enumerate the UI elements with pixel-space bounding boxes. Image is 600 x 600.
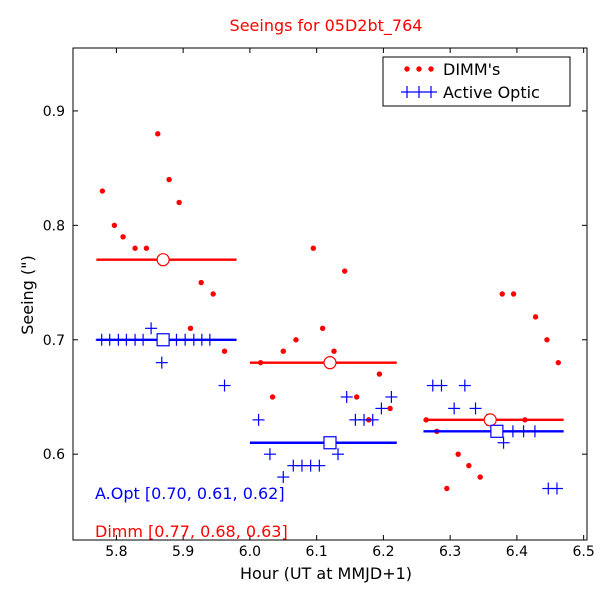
active-optic-point bbox=[145, 322, 158, 335]
plot-frame bbox=[72, 47, 588, 541]
y-tick-label: 0.8 bbox=[43, 218, 65, 234]
legend-active-optic-label: Active Optic bbox=[443, 83, 540, 102]
dimm-s-average-marker bbox=[323, 356, 337, 370]
dimm-s-point bbox=[198, 279, 204, 286]
active-optic-point bbox=[448, 402, 461, 415]
legend: DIMM's Active Optic bbox=[382, 56, 571, 107]
dimm-s-point bbox=[120, 234, 126, 240]
x-tick-label: 6.3 bbox=[439, 544, 461, 560]
dimm-s-point bbox=[99, 188, 106, 194]
y-tick-label: 0.7 bbox=[43, 333, 65, 349]
dimm-s-point bbox=[269, 394, 276, 400]
active-optic-point bbox=[263, 448, 276, 461]
axes-layer: 5.8 5.9 6.0 6.1 6.2 6.3 6.4 6.5 0.6 0.7 0.8 0.9 bbox=[43, 47, 595, 560]
x-tick-label: 6.4 bbox=[506, 544, 528, 560]
dimm-s-point bbox=[176, 199, 182, 206]
dimm-s-point bbox=[155, 131, 161, 137]
active-optic-point bbox=[340, 390, 353, 403]
dimm-annotation: Dimm [0.77, 0.68, 0.63] bbox=[95, 522, 288, 541]
dimm-s-point bbox=[444, 485, 450, 492]
active-optic-point bbox=[550, 482, 563, 495]
y-tick-label: 0.6 bbox=[43, 447, 65, 463]
dimm-s-point bbox=[132, 245, 138, 251]
active-optic-point bbox=[252, 413, 265, 426]
active-optic-point bbox=[385, 390, 398, 403]
active-optic-average-marker bbox=[490, 424, 504, 438]
x-tick-label: 5.9 bbox=[172, 544, 194, 560]
active-optic-point bbox=[366, 413, 379, 426]
active-optic-point bbox=[313, 459, 326, 472]
x-tick-label: 6.5 bbox=[573, 544, 595, 560]
active-optic-average-marker bbox=[156, 333, 170, 347]
dimm-s-point bbox=[354, 394, 360, 400]
dimm-s-point bbox=[319, 325, 326, 332]
x-axis-label: Hour (UT at MMJD+1) bbox=[240, 564, 412, 583]
active-optic-point bbox=[155, 356, 168, 369]
legend-box bbox=[382, 56, 571, 107]
active-optic-point bbox=[277, 471, 290, 484]
active-optic-point bbox=[497, 436, 510, 449]
legend-dimm-marker bbox=[404, 66, 434, 72]
dimm-s-point bbox=[544, 337, 550, 343]
dimm-s-point bbox=[455, 451, 461, 457]
y-tick-label: 0.9 bbox=[43, 104, 65, 120]
plot-data-layer bbox=[95, 131, 564, 495]
dimm-s-point bbox=[111, 222, 118, 229]
dimm-s-point bbox=[499, 291, 505, 297]
active-optic-point bbox=[469, 402, 482, 415]
dimm-s-point bbox=[376, 371, 383, 377]
dimm-s-point bbox=[293, 337, 299, 343]
dimm-s-point bbox=[143, 245, 150, 251]
x-tick-label: 6.2 bbox=[372, 544, 394, 560]
dimm-s-average-marker bbox=[156, 253, 170, 267]
dimm-s-point bbox=[310, 245, 317, 251]
x-tick-label: 6.1 bbox=[306, 544, 328, 560]
active-optic-point bbox=[218, 379, 231, 392]
dimm-s-point bbox=[331, 348, 337, 354]
dimm-s-point bbox=[387, 405, 393, 412]
dimm-s-average-marker bbox=[483, 413, 497, 427]
legend-active-optic-marker bbox=[401, 86, 437, 98]
x-tick-label: 6.0 bbox=[239, 544, 261, 560]
active-optic-point bbox=[458, 379, 471, 392]
active-optic-point bbox=[435, 379, 448, 392]
dimm-s-point bbox=[466, 462, 472, 469]
dimm-s-point bbox=[166, 176, 172, 183]
aopt-annotation: A.Opt [0.70, 0.61, 0.62] bbox=[95, 484, 285, 503]
dimm-s-point bbox=[510, 291, 517, 297]
dimm-s-point bbox=[532, 314, 539, 320]
dimm-s-point bbox=[210, 291, 216, 297]
dimm-s-point bbox=[280, 348, 286, 354]
active-optic-average-marker bbox=[323, 436, 337, 450]
dimm-s-point bbox=[221, 348, 228, 354]
dimm-s-point bbox=[341, 268, 348, 274]
x-tick-label: 5.8 bbox=[105, 544, 127, 560]
y-axis-label: Seeing (") bbox=[18, 255, 37, 335]
active-optic-point bbox=[332, 448, 345, 461]
dimm-s-point bbox=[187, 325, 194, 332]
dimm-s-point bbox=[555, 359, 561, 366]
dimm-s-point bbox=[477, 474, 483, 480]
legend-dimm-label: DIMM's bbox=[443, 60, 500, 79]
active-optic-point bbox=[375, 402, 388, 415]
chart-title: Seeings for 05D2bt_764 bbox=[230, 16, 423, 36]
